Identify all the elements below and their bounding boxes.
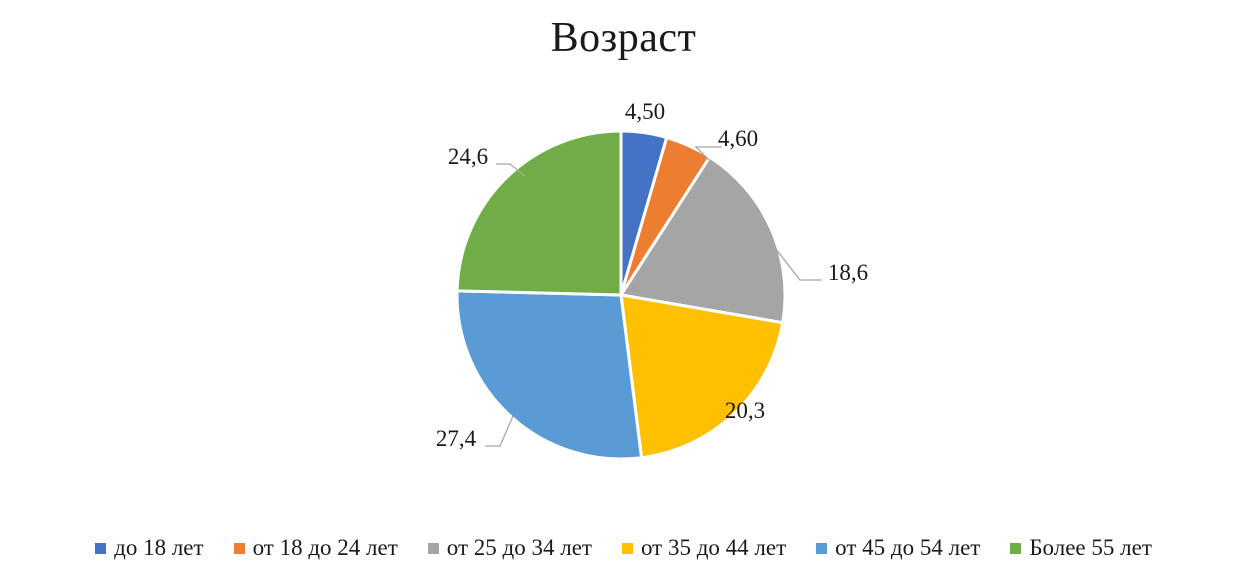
- leader-line-6: [496, 163, 526, 177]
- leader-line-3: [760, 229, 822, 281]
- pie-slice-4: [619, 293, 785, 460]
- legend-swatch-3: [427, 542, 439, 554]
- pie-slice-6: [455, 129, 623, 297]
- data-label-2: 4,60: [718, 126, 758, 151]
- legend-item-3: от 25 до 34 лет: [427, 535, 592, 561]
- legend-item-5: от 45 до 54 лет: [816, 535, 980, 561]
- legend-label-6: Более 55 лет: [1029, 535, 1152, 560]
- legend-item-2: от 18 до 24 лет: [233, 535, 398, 561]
- legend-item-4: от 35 до 44 лет: [621, 535, 787, 561]
- legend-label-2: от 18 до 24 лет: [252, 535, 398, 560]
- legend-label-3: от 25 до 34 лет: [446, 535, 592, 560]
- legend-item-1: до 18 лет: [95, 535, 204, 561]
- legend-swatch-6: [1010, 542, 1022, 554]
- legend-label-1: до 18 лет: [114, 535, 204, 560]
- data-label-1: 4,50: [625, 99, 665, 124]
- data-label-3: 18,6: [828, 260, 868, 285]
- chart-title: Возраст: [550, 15, 697, 61]
- data-label-4: 20,3: [725, 398, 765, 423]
- pie-slice-5: [455, 289, 644, 461]
- data-label-5: 27,4: [436, 426, 477, 451]
- legend-label-4: от 35 до 44 лет: [640, 535, 787, 560]
- legend-swatch-1: [95, 542, 107, 554]
- legend-swatch-4: [621, 542, 633, 554]
- data-label-6: 24,6: [448, 144, 488, 169]
- legend-label-5: от 45 до 54 лет: [835, 535, 981, 560]
- pie-slice-3: [619, 155, 787, 325]
- leader-line-5: [485, 415, 514, 447]
- legend-swatch-2: [233, 542, 245, 554]
- leader-line-2: [694, 146, 722, 161]
- legend: до 18 лет от 18 до 24 лет от 25 до 34 лет о…: [0, 533, 1247, 563]
- legend-swatch-5: [816, 542, 828, 554]
- legend-item-6: Более 55 лет: [1010, 535, 1152, 561]
